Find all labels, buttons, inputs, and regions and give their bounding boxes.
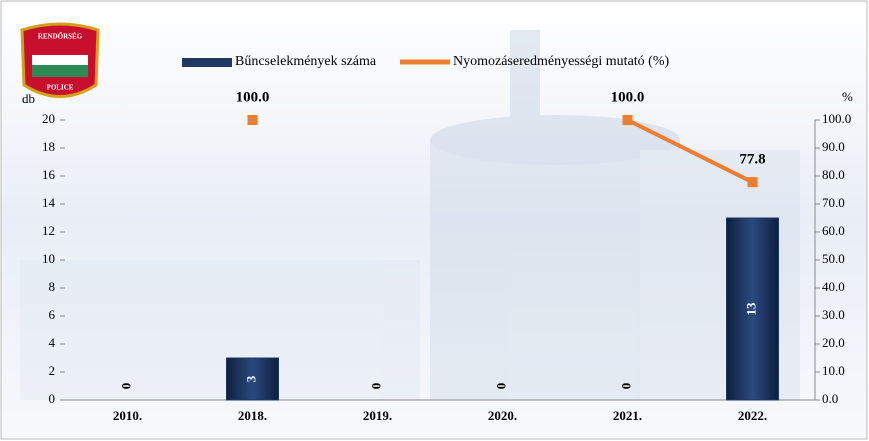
y2-tick-label: 100.0	[822, 111, 851, 126]
bar-value-label: 0	[368, 383, 383, 390]
x-tick-label: 2021.	[613, 408, 642, 423]
y2-tick-label: 20.0	[822, 335, 845, 350]
y-tick-label: 10	[42, 251, 55, 266]
y2-axis-label: %	[842, 89, 853, 104]
y-tick-label: 0	[49, 391, 56, 406]
line-marker	[748, 177, 758, 187]
y-tick-label: 8	[49, 279, 56, 294]
y-axis-label: db	[22, 91, 35, 106]
y2-tick-label: 60.0	[822, 223, 845, 238]
x-tick-label: 2022.	[738, 408, 767, 423]
y-tick-label: 2	[49, 363, 56, 378]
y-tick-label: 14	[42, 195, 56, 210]
chart: RENDŐRSÉG POLICE db % 0 2 4 6 8 10 12 14 16 18 20 0…	[0, 0, 869, 441]
logo-top: RENDŐRSÉG	[38, 33, 83, 41]
line-value-label: 77.8	[739, 152, 765, 168]
logo: RENDŐRSÉG POLICE	[22, 24, 98, 97]
bar-value-label: 13	[743, 302, 758, 316]
y2-tick-label: 40.0	[822, 279, 845, 294]
bar-value-label: 0	[618, 383, 633, 390]
y2-tick-label: 0.0	[822, 391, 838, 406]
line-marker	[248, 115, 258, 125]
y2-tick-label: 10.0	[822, 363, 845, 378]
y-tick-label: 12	[42, 223, 55, 238]
line-value-label: 100.0	[236, 89, 270, 105]
y2-tick-label: 90.0	[822, 139, 845, 154]
y2-tick-label: 70.0	[822, 195, 845, 210]
y-tick-label: 20	[42, 111, 55, 126]
logo-bottom: POLICE	[47, 84, 74, 92]
y-tick-label: 6	[49, 307, 56, 322]
line-value-label: 100.0	[611, 89, 645, 105]
x-tick-label: 2019.	[363, 408, 392, 423]
y2-tick-label: 50.0	[822, 251, 845, 266]
x-tick-label: 2010.	[113, 408, 142, 423]
bar-value-label: 3	[243, 375, 258, 382]
y-tick-label: 18	[42, 139, 55, 154]
y2-tick-label: 80.0	[822, 167, 845, 182]
line-marker	[623, 115, 633, 125]
bar-value-label: 0	[493, 383, 508, 390]
x-tick-label: 2018.	[238, 408, 267, 423]
bar-value-label: 0	[118, 383, 133, 390]
y2-tick-label: 30.0	[822, 307, 845, 322]
x-tick-label: 2020.	[488, 408, 517, 423]
legend-label: Bűncselekmények száma	[235, 54, 377, 69]
legend-swatch	[182, 58, 232, 67]
y-tick-label: 16	[42, 167, 56, 182]
y-tick-label: 4	[49, 335, 56, 350]
legend-label: Nyomozáseredményességi mutató (%)	[453, 54, 669, 69]
